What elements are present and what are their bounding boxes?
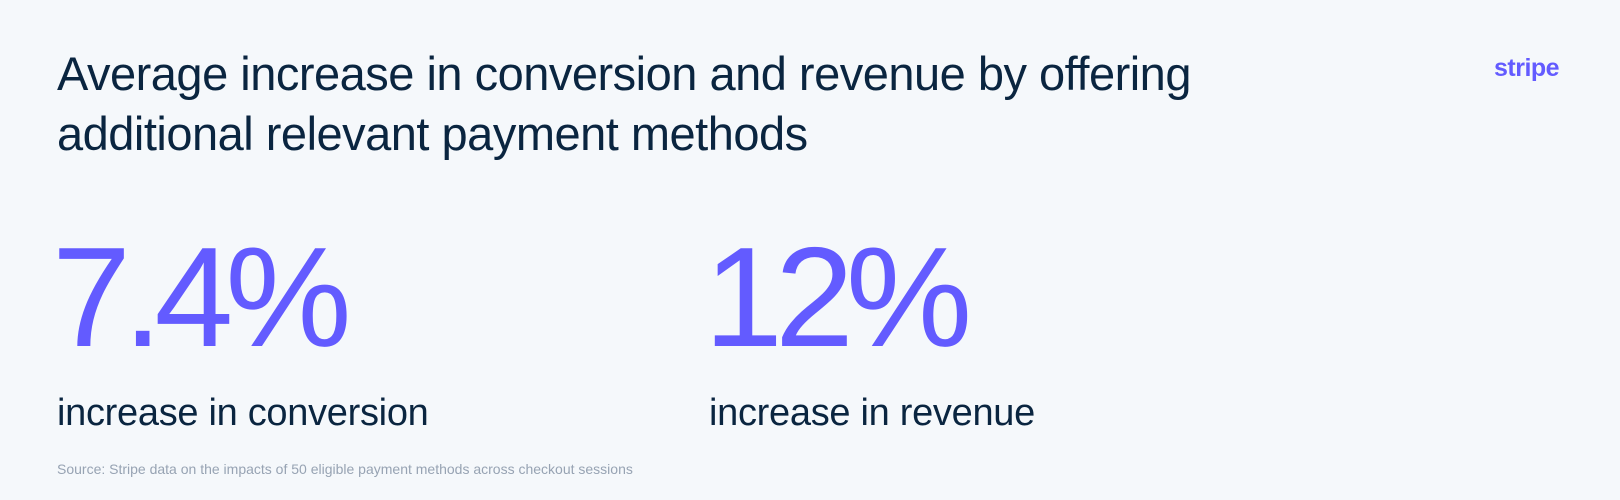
stat-label: increase in revenue [709, 392, 1035, 434]
stat-value: 12% [704, 218, 972, 377]
logo: stripe [1494, 54, 1560, 82]
stat-block: 7.4% increase in conversion [52, 218, 429, 436]
stat-label: increase in conversion [57, 392, 429, 434]
stat-block: 12% increase in revenue [704, 218, 1035, 436]
title: Average increase in conversion and reven… [57, 47, 1191, 160]
source-note: Source: Stripe data on the impacts of 50… [57, 461, 633, 477]
stat-value: 7.4% [52, 218, 352, 377]
